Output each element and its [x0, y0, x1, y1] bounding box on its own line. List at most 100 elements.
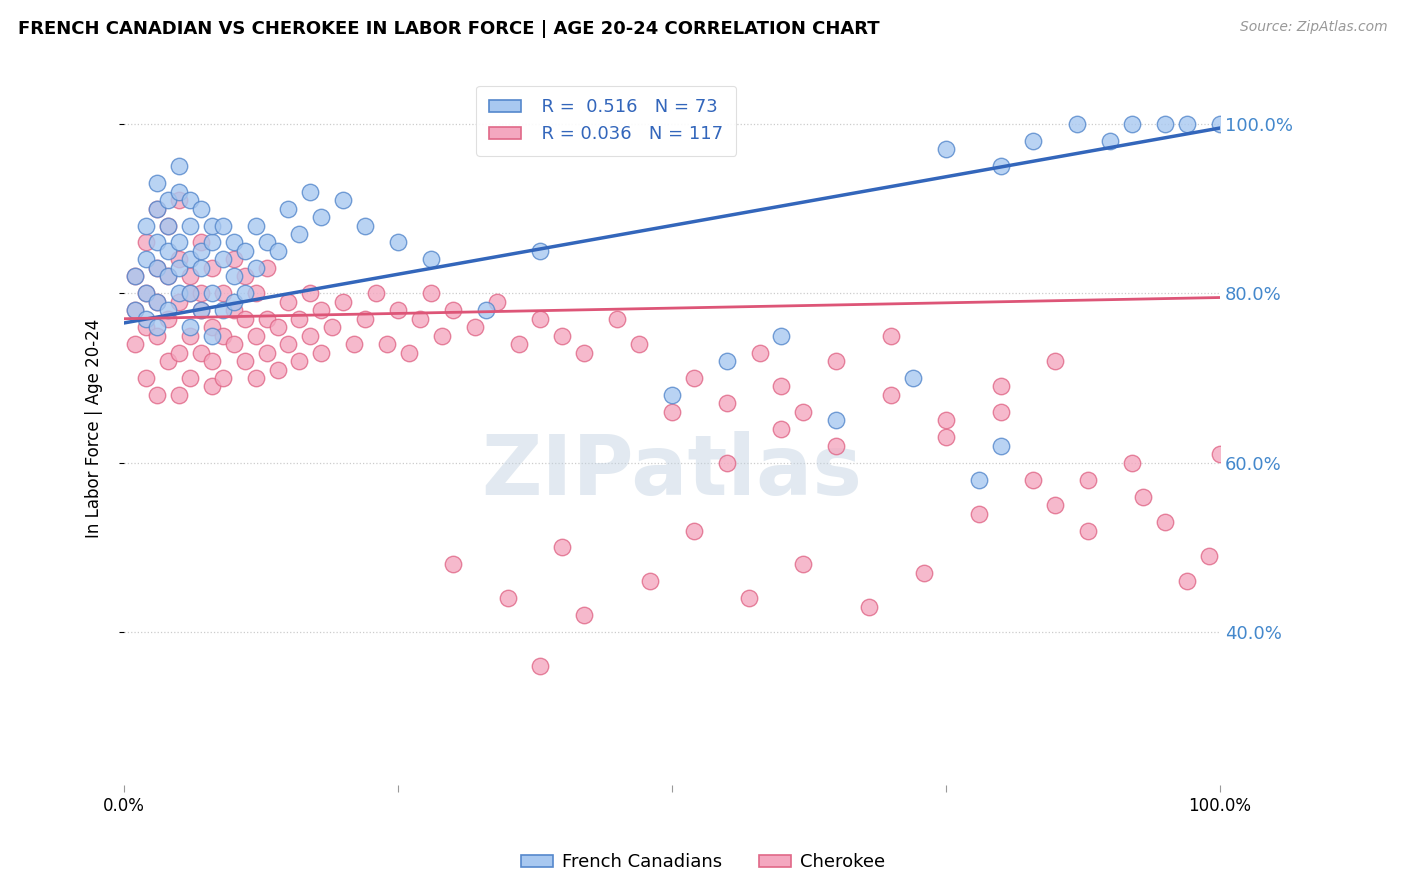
Legend:   R =  0.516   N = 73,   R = 0.036   N = 117: R = 0.516 N = 73, R = 0.036 N = 117 [477, 86, 737, 156]
Point [311, 303, 333, 318]
Point [167, 235, 190, 250]
Point [135, 286, 157, 301]
Point [190, 260, 212, 275]
Point [441, 558, 464, 572]
Point [156, 193, 179, 207]
Point [146, 294, 169, 309]
Point [146, 320, 169, 334]
Point [792, 558, 814, 572]
Point [606, 311, 628, 326]
Point [299, 286, 322, 301]
Point [124, 303, 146, 318]
Point [190, 202, 212, 216]
Point [146, 388, 169, 402]
Point [135, 311, 157, 326]
Point [233, 269, 256, 284]
Point [222, 235, 245, 250]
Point [748, 345, 770, 359]
Point [124, 337, 146, 351]
Point [222, 294, 245, 309]
Point [770, 422, 793, 436]
Point [179, 286, 201, 301]
Point [179, 219, 201, 233]
Point [146, 260, 169, 275]
Point [266, 320, 288, 334]
Point [277, 294, 299, 309]
Point [288, 311, 311, 326]
Point [135, 235, 157, 250]
Point [1175, 574, 1198, 589]
Point [156, 269, 179, 284]
Point [167, 294, 190, 309]
Point [156, 269, 179, 284]
Point [211, 286, 233, 301]
Point [1175, 117, 1198, 131]
Point [179, 286, 201, 301]
Point [354, 311, 377, 326]
Point [288, 227, 311, 241]
Point [167, 252, 190, 267]
Point [430, 328, 453, 343]
Point [190, 244, 212, 258]
Point [256, 235, 278, 250]
Point [880, 328, 903, 343]
Point [508, 337, 530, 351]
Point [124, 303, 146, 318]
Point [311, 345, 333, 359]
Point [419, 286, 441, 301]
Point [245, 328, 267, 343]
Point [146, 202, 169, 216]
Point [299, 328, 322, 343]
Point [716, 456, 738, 470]
Point [1121, 117, 1143, 131]
Point [179, 328, 201, 343]
Text: ZIPatlas: ZIPatlas [481, 431, 862, 512]
Point [990, 439, 1012, 453]
Point [398, 345, 420, 359]
Point [288, 354, 311, 368]
Point [156, 303, 179, 318]
Point [179, 269, 201, 284]
Point [222, 269, 245, 284]
Point [935, 142, 957, 156]
Point [190, 303, 212, 318]
Point [638, 574, 661, 589]
Point [332, 294, 354, 309]
Point [716, 354, 738, 368]
Point [1045, 354, 1067, 368]
Point [146, 202, 169, 216]
Point [441, 303, 464, 318]
Point [967, 473, 990, 487]
Point [485, 294, 508, 309]
Point [135, 219, 157, 233]
Text: FRENCH CANADIAN VS CHEROKEE IN LABOR FORCE | AGE 20-24 CORRELATION CHART: FRENCH CANADIAN VS CHEROKEE IN LABOR FOR… [18, 20, 880, 37]
Point [179, 193, 201, 207]
Point [135, 320, 157, 334]
Point [311, 210, 333, 224]
Point [146, 294, 169, 309]
Point [266, 362, 288, 376]
Point [1022, 134, 1045, 148]
Point [299, 185, 322, 199]
Point [574, 345, 596, 359]
Point [990, 405, 1012, 419]
Point [201, 260, 224, 275]
Point [1077, 473, 1099, 487]
Point [1099, 134, 1122, 148]
Point [201, 354, 224, 368]
Point [256, 311, 278, 326]
Point [277, 337, 299, 351]
Point [156, 311, 179, 326]
Point [124, 269, 146, 284]
Point [233, 311, 256, 326]
Point [825, 439, 848, 453]
Point [124, 269, 146, 284]
Point [277, 202, 299, 216]
Point [222, 252, 245, 267]
Point [419, 252, 441, 267]
Point [167, 185, 190, 199]
Point [156, 219, 179, 233]
Point [551, 328, 574, 343]
Point [146, 260, 169, 275]
Point [737, 591, 759, 606]
